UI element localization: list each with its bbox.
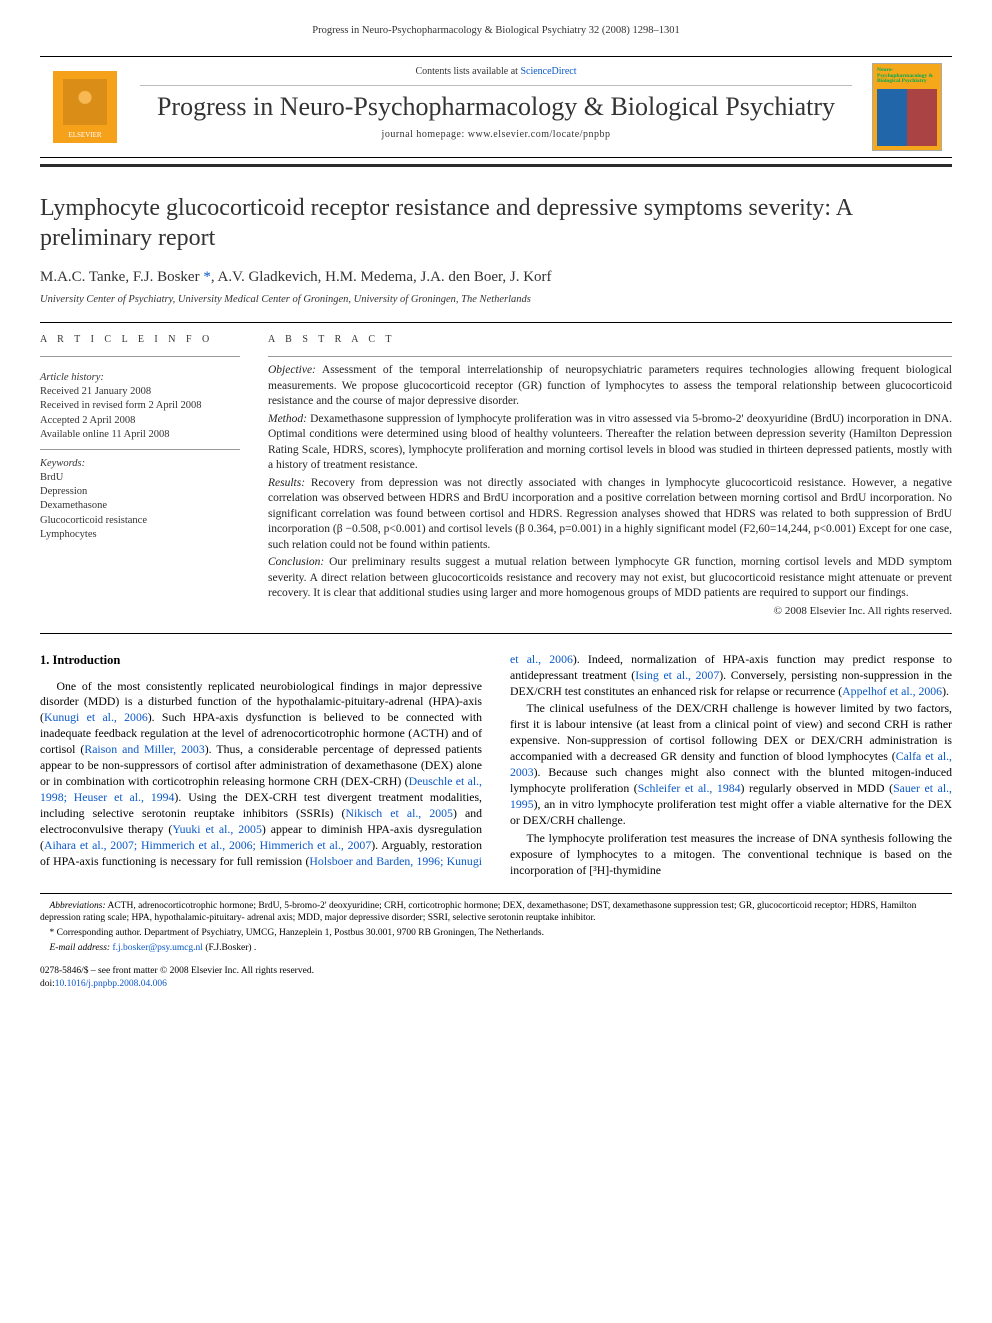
- history-received: Received 21 January 2008: [40, 385, 240, 399]
- info-rule: [40, 356, 240, 357]
- journal-homepage: journal homepage: www.elsevier.com/locat…: [140, 128, 852, 142]
- body-text: The clinical usefulness of the DEX/CRH c…: [510, 701, 952, 763]
- abstract-rule: [268, 356, 952, 357]
- front-matter-line: 0278-5846/$ – see front matter © 2008 El…: [40, 965, 952, 978]
- citation-link[interactable]: Schleifer et al., 1984: [638, 781, 741, 795]
- body-text: ), an in vitro lymphocyte proliferation …: [510, 797, 952, 827]
- section-heading-introduction: 1. Introduction: [40, 652, 482, 669]
- article-info-column: A R T I C L E I N F O Article history: R…: [40, 333, 240, 619]
- article-info-row: A R T I C L E I N F O Article history: R…: [40, 333, 952, 619]
- citation-link[interactable]: Appelhof et al., 2006: [842, 684, 942, 698]
- corresponding-author-link[interactable]: *: [203, 269, 211, 285]
- abstract-method: Dexamethasone suppression of lymphocyte …: [268, 413, 952, 472]
- body-text: ) regularly observed in MDD (: [741, 781, 894, 795]
- citation-link[interactable]: Kunugi et al., 2006: [44, 710, 148, 724]
- running-head: Progress in Neuro-Psychopharmacology & B…: [40, 24, 952, 38]
- abstract-body: Objective: Assessment of the temporal in…: [268, 363, 952, 619]
- keyword-item: Lymphocytes: [40, 528, 240, 542]
- keyword-item: Glucocorticoid resistance: [40, 514, 240, 528]
- email-suffix: (F.J.Bosker) .: [203, 943, 256, 953]
- authors-text: M.A.C. Tanke, F.J. Bosker *, A.V. Gladke…: [40, 269, 552, 285]
- publisher-logo-wrap: ELSEVIER: [40, 57, 130, 157]
- article-info-label: A R T I C L E I N F O: [40, 333, 240, 347]
- abbreviations-text: ACTH, adrenocorticotrophic hormone; BrdU…: [40, 901, 916, 924]
- journal-name: Progress in Neuro-Psychopharmacology & B…: [140, 92, 852, 122]
- abstract-results: Recovery from depression was not directl…: [268, 477, 952, 551]
- history-label: Article history:: [40, 371, 240, 385]
- citation-link[interactable]: Aihara et al., 2007; Himmerich et al., 2…: [44, 838, 371, 852]
- sciencedirect-link[interactable]: ScienceDirect: [520, 66, 576, 77]
- cover-thumb-title: Neuro-Psychopharmacology & Biological Ps…: [877, 68, 937, 85]
- elsevier-logo-icon: ELSEVIER: [53, 71, 117, 143]
- masthead-center: Contents lists available at ScienceDirec…: [130, 57, 862, 157]
- corresponding-email-link[interactable]: f.j.bosker@psy.umcg.nl: [112, 943, 202, 953]
- article-title: Lymphocyte glucocorticoid receptor resis…: [40, 193, 952, 253]
- history-revised: Received in revised form 2 April 2008: [40, 399, 240, 413]
- abstract-copyright: © 2008 Elsevier Inc. All rights reserved…: [268, 604, 952, 619]
- body-paragraph: The lymphocyte proliferation test measur…: [510, 831, 952, 879]
- citation-link[interactable]: Yuuki et al., 2005: [172, 822, 262, 836]
- abstract-results-label: Results:: [268, 477, 305, 489]
- body-text: take inhibitors (SSRIs) (: [215, 806, 345, 820]
- publisher-logo-label: ELSEVIER: [68, 131, 101, 140]
- info-top-rule: [40, 322, 952, 323]
- abbreviations-label: Abbreviations:: [50, 901, 106, 911]
- keyword-item: Depression: [40, 485, 240, 499]
- history-online: Available online 11 April 2008: [40, 428, 240, 442]
- abstract-column: A B S T R A C T Objective: Assessment of…: [268, 333, 952, 619]
- affiliation: University Center of Psychiatry, Univers…: [40, 293, 952, 307]
- corresponding-author-note: * Corresponding author. Department of Ps…: [40, 927, 952, 940]
- abstract-objective: Assessment of the temporal interrelation…: [268, 364, 952, 407]
- article-history: Article history: Received 21 January 200…: [40, 363, 240, 542]
- journal-masthead: ELSEVIER Contents lists available at Sci…: [40, 56, 952, 158]
- history-rule: [40, 449, 240, 450]
- history-accepted: Accepted 2 April 2008: [40, 414, 240, 428]
- front-matter: 0278-5846/$ – see front matter © 2008 El…: [40, 965, 952, 991]
- body-top-rule: [40, 633, 952, 634]
- body-text: ).: [942, 684, 949, 698]
- doi-link[interactable]: 10.1016/j.pnpbp.2008.04.006: [55, 979, 167, 989]
- availability-line: Contents lists available at ScienceDirec…: [140, 65, 852, 86]
- keyword-item: BrdU: [40, 471, 240, 485]
- abstract-label: A B S T R A C T: [268, 333, 952, 347]
- author-list: M.A.C. Tanke, F.J. Bosker *, A.V. Gladke…: [40, 267, 952, 287]
- abstract-objective-label: Objective:: [268, 364, 316, 376]
- citation-link[interactable]: Ising et al., 2007: [635, 668, 719, 682]
- keyword-item: Dexamethasone: [40, 499, 240, 513]
- abstract-conclusion-label: Conclusion:: [268, 556, 324, 568]
- citation-link[interactable]: Nikisch et al., 2005: [345, 806, 453, 820]
- footnotes: Abbreviations: ACTH, adrenocorticotrophi…: [40, 893, 952, 955]
- abstract-conclusion: Our preliminary results suggest a mutual…: [268, 556, 952, 599]
- body-paragraph: The clinical usefulness of the DEX/CRH c…: [510, 701, 952, 828]
- email-label: E-mail address:: [50, 943, 113, 953]
- doi-label: doi:: [40, 979, 55, 989]
- cover-thumb-image: [877, 89, 937, 147]
- journal-cover-icon: Neuro-Psychopharmacology & Biological Ps…: [872, 63, 942, 151]
- masthead-rule: [40, 164, 952, 167]
- cover-thumb-wrap: Neuro-Psychopharmacology & Biological Ps…: [862, 57, 952, 157]
- article-body: 1. Introduction One of the most consiste…: [40, 652, 952, 879]
- citation-link[interactable]: Raison and Miller, 2003: [84, 742, 204, 756]
- abstract-method-label: Method:: [268, 413, 307, 425]
- keywords-label: Keywords:: [40, 457, 240, 471]
- availability-prefix: Contents lists available at: [415, 66, 520, 77]
